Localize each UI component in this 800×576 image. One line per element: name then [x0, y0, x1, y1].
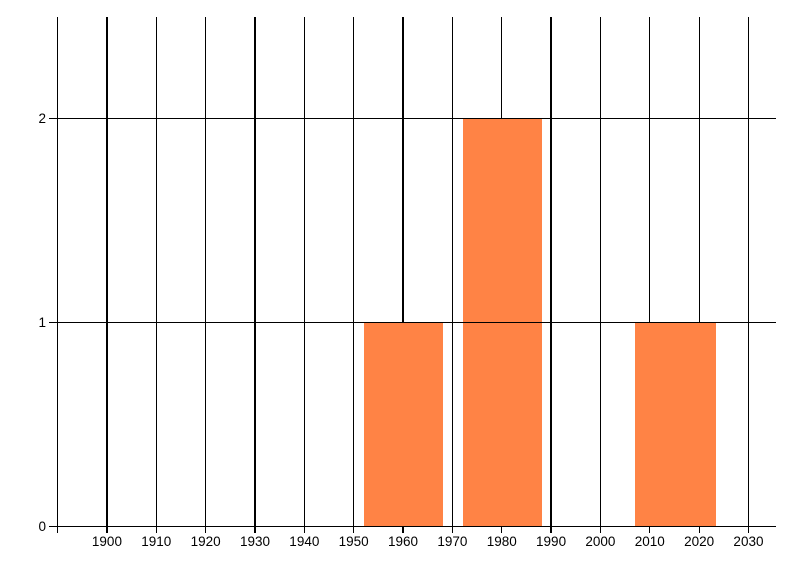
- vertical-gridline: [303, 16, 305, 534]
- y-tick-label: 1: [38, 315, 46, 331]
- x-tick-label: 1940: [289, 533, 320, 549]
- vertical-gridline: [205, 16, 207, 534]
- horizontal-gridline: [49, 322, 776, 324]
- x-tick-label: 1950: [338, 533, 369, 549]
- vertical-gridline: [57, 16, 59, 534]
- vertical-gridline: [649, 16, 651, 534]
- vertical-gridline: [402, 16, 404, 534]
- x-tick-label: 1990: [536, 533, 567, 549]
- x-tick-label: 2000: [585, 533, 616, 549]
- bar: [634, 322, 717, 527]
- vertical-gridline: [550, 16, 552, 534]
- x-tick-label: 2010: [634, 533, 665, 549]
- vertical-gridline: [698, 16, 700, 534]
- x-tick-label: 1980: [486, 533, 517, 549]
- vertical-gridline: [353, 16, 355, 534]
- x-tick-label: 1960: [387, 533, 419, 549]
- x-tick-label: 2030: [733, 533, 764, 549]
- x-tick-label: 1930: [239, 533, 271, 549]
- horizontal-gridline: [49, 526, 776, 528]
- vertical-gridline: [254, 16, 256, 534]
- y-tick-label: 0: [38, 519, 46, 535]
- x-tick-label: 1900: [91, 533, 122, 549]
- vertical-gridline: [599, 16, 601, 534]
- x-tick-label: 1910: [141, 533, 172, 549]
- vertical-gridline: [106, 16, 108, 534]
- x-tick-label: 2020: [684, 533, 715, 549]
- vertical-gridline: [747, 16, 750, 534]
- x-tick-label: 1920: [190, 533, 221, 549]
- y-tick-label: 2: [38, 111, 46, 127]
- vertical-gridline: [155, 16, 157, 534]
- x-tick-label: 1970: [437, 533, 468, 549]
- vertical-gridline: [451, 16, 453, 534]
- bar: [363, 322, 443, 527]
- horizontal-gridline: [49, 118, 776, 120]
